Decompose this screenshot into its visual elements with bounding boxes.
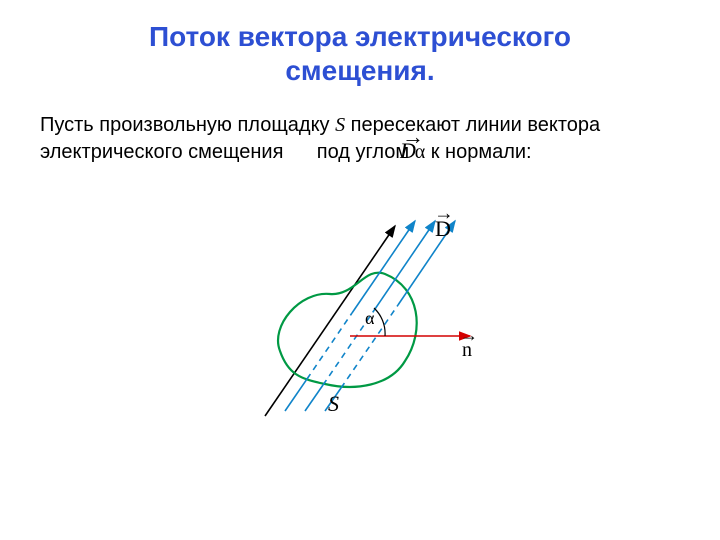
- body-text: Пусть произвольную площадку S пересекают…: [40, 112, 680, 166]
- label-d: D: [435, 216, 451, 241]
- d-line-1-post: [352, 221, 415, 313]
- title-line-2: смещения.: [285, 55, 434, 86]
- body-part3: под углом: [289, 141, 415, 163]
- body-part4: к нормали:: [425, 141, 531, 163]
- d-line-1-pre: [285, 379, 307, 411]
- flux-diagram: S α → n → D: [210, 196, 510, 456]
- d-line-2-pre: [305, 385, 323, 411]
- label-alpha: α: [365, 308, 375, 328]
- label-d-group: → D: [434, 203, 454, 242]
- title-line-1: Поток вектора электрического: [149, 21, 571, 52]
- surface-outline: [278, 273, 417, 387]
- label-s: S: [328, 391, 339, 416]
- label-n: n: [462, 339, 472, 361]
- vec-d-inline: →D: [400, 136, 416, 166]
- slide-title: Поток вектора электрического смещения.: [40, 20, 680, 87]
- diagram-container: S α → n → D: [0, 196, 720, 456]
- body-part1: Пусть произвольную площадку: [40, 114, 335, 136]
- body-s: S: [335, 114, 345, 136]
- label-n-group: → n: [460, 325, 478, 361]
